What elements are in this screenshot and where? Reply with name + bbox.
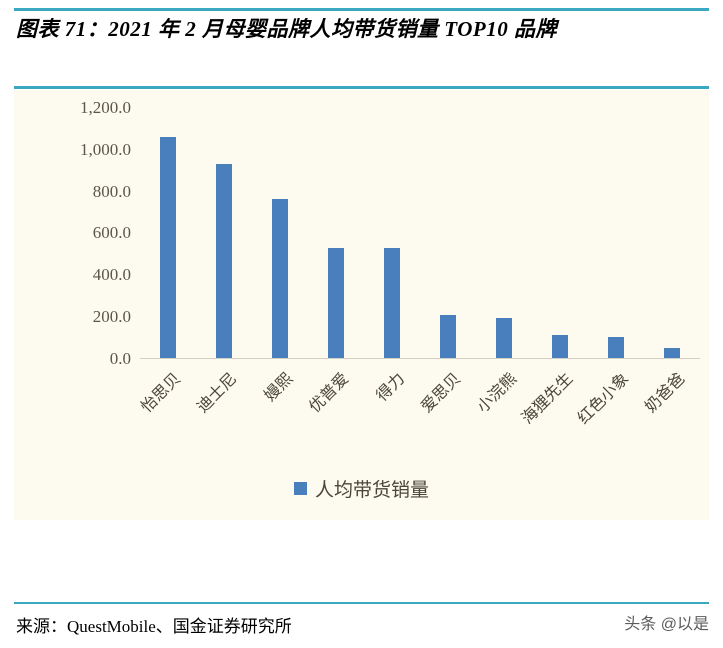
x-axis-baseline [140,358,700,359]
title-bottom-rule [14,86,709,89]
x-axis-tick-label: 海狸先生 [518,370,577,428]
x-axis-label-slot: 怡思贝 [138,362,184,462]
bar-2 [272,198,288,358]
chart-legend: 人均带货销量 [14,475,709,502]
x-axis-tick-label: 迪士尼 [194,370,241,417]
x-axis-tick-label: 小浣熊 [474,370,521,417]
bar-4 [384,248,400,358]
x-axis-label-slot: 海狸先生 [519,362,576,462]
x-axis-tick-label: 得力 [373,370,409,405]
x-axis-tick-label: 怡思贝 [138,370,185,417]
y-axis-tick: 0.0 [109,348,131,368]
x-axis-label-slot: 红色小象 [575,362,632,462]
bar-group [140,108,700,358]
x-axis-tick-label: 奶爸爸 [642,370,689,417]
y-axis-tick: 400.0 [92,265,131,285]
x-axis-label-slot: 爱思贝 [418,362,464,462]
x-axis-label-slot: 奶爸爸 [642,362,688,462]
bar-3 [328,247,344,358]
x-axis-tick-label: 嫚熙 [261,370,297,405]
chart-area: 1,200.0 1,000.0 800.0 600.0 400.0 200.0 … [14,90,709,520]
bar-6 [496,318,512,358]
y-axis-tick: 200.0 [92,307,131,326]
y-axis-tick: 800.0 [92,181,131,201]
x-axis-tick-label: 优普爱 [306,370,353,417]
x-axis-label-slot: 嫚熙 [262,362,297,462]
x-axis-label-slot: 小浣熊 [474,362,520,462]
x-axis-label-slot: 优普爱 [306,362,352,462]
watermark: 头条 @以是 [624,616,709,633]
y-axis-tick: 1,000.0 [80,139,131,159]
x-axis-label-slot: 得力 [374,362,409,462]
title-top-rule [14,8,709,11]
y-axis: 1,200.0 1,000.0 800.0 600.0 400.0 200.0 … [14,90,139,370]
source-note: 来源：QuestMobile、国金证券研究所 [16,617,292,636]
bar-7 [552,335,568,358]
bar-8 [608,336,624,358]
x-axis-label-slot: 迪士尼 [194,362,240,462]
footer-rule [14,602,709,604]
bar-1 [216,164,232,358]
bar-9 [664,347,680,358]
plot-region [140,108,700,359]
page-title: 图表 71：2021 年 2 月母婴品牌人均带货销量 TOP10 品牌 [16,17,557,41]
legend-label: 人均带货销量 [314,480,429,501]
y-axis-tick: 1,200.0 [80,98,131,117]
legend-swatch-icon [293,482,307,495]
x-axis-labels: 怡思贝 迪士尼 嫚熙 优普爱 得力 爱思贝 小浣熊 海狸先生 红色小象 奶爸爸 [138,362,700,462]
x-axis-tick-label: 爱思贝 [418,370,465,417]
x-axis-tick-label: 红色小象 [574,370,633,428]
bar-5 [440,315,456,358]
bar-0 [160,137,176,358]
y-axis-tick: 600.0 [92,223,131,243]
